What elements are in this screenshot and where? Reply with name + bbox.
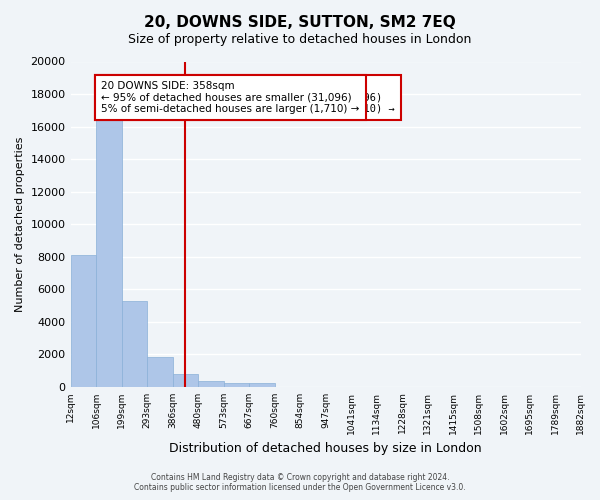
Text: Contains HM Land Registry data © Crown copyright and database right 2024.
Contai: Contains HM Land Registry data © Crown c…	[134, 473, 466, 492]
Bar	[198, 381, 224, 386]
Y-axis label: Number of detached properties: Number of detached properties	[15, 136, 25, 312]
X-axis label: Distribution of detached houses by size in London: Distribution of detached houses by size …	[169, 442, 482, 455]
Text: 20 DOWNS SIDE: 358sqm
← 95% of detached houses are smaller (31,096)
5% of semi-d: 20 DOWNS SIDE: 358sqm ← 95% of detached …	[101, 81, 359, 114]
Bar	[71, 255, 96, 386]
Bar	[147, 358, 173, 386]
Bar	[173, 374, 198, 386]
Text: Size of property relative to detached houses in London: Size of property relative to detached ho…	[128, 32, 472, 46]
Text: 20 DOWNS SIDE: 358sqm
← 95% of detached houses are smaller (31,096)
5% of semi-d: 20 DOWNS SIDE: 358sqm ← 95% of detached …	[101, 81, 395, 114]
Bar	[224, 384, 249, 386]
Bar	[249, 384, 275, 386]
Bar	[122, 300, 147, 386]
Text: 20, DOWNS SIDE, SUTTON, SM2 7EQ: 20, DOWNS SIDE, SUTTON, SM2 7EQ	[144, 15, 456, 30]
Bar	[96, 118, 122, 386]
